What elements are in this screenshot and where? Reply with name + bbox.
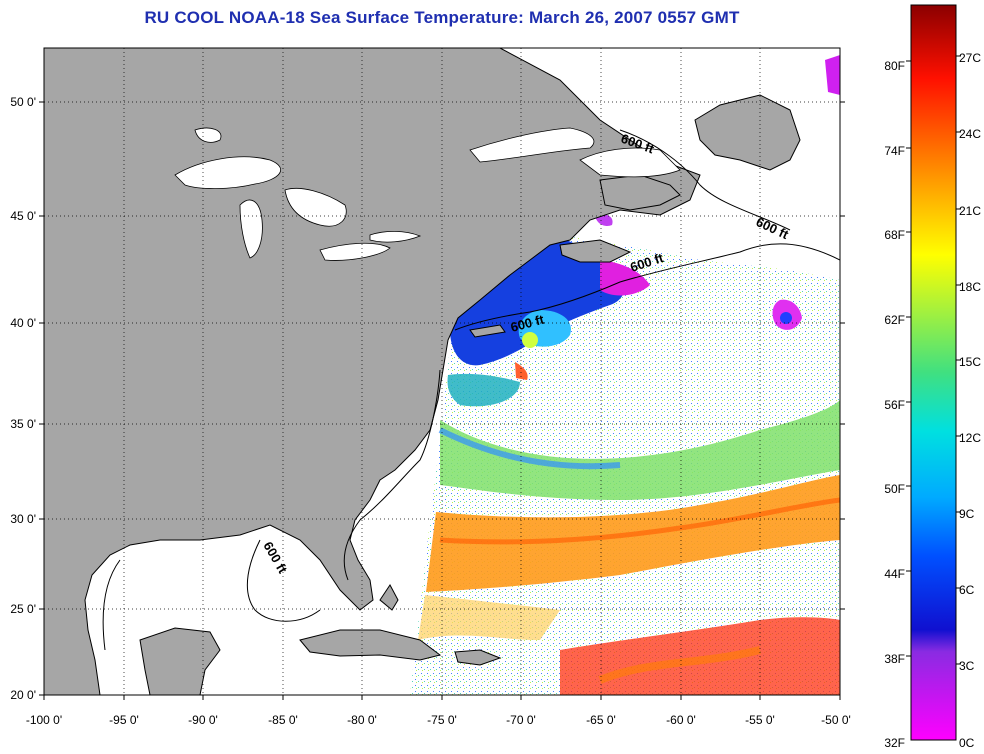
lon-tick-label: -60 0' xyxy=(666,713,696,727)
great-lakes xyxy=(174,127,422,261)
colorbar-c-label: 6C xyxy=(959,583,975,597)
gulf-st-lawrence xyxy=(579,147,681,178)
lat-tick-label: 45 0' xyxy=(10,209,36,223)
colorbar-c-label: 24C xyxy=(959,127,981,141)
lon-tick-label: -80 0' xyxy=(347,713,377,727)
lon-tick-label: -55 0' xyxy=(745,713,775,727)
colorbar-c-label: 18C xyxy=(959,280,981,294)
colorbar-f-label: 44F xyxy=(884,567,905,581)
lat-tick-label: 25 0' xyxy=(10,602,36,616)
lat-tick-labels: 20 0' 25 0' 30 0' 35 0' 40 0' 45 0' 50 0… xyxy=(10,95,36,702)
sst-swath xyxy=(410,55,840,695)
colorbar-f-label: 32F xyxy=(884,736,905,750)
colorbar-f-label: 68F xyxy=(884,228,905,242)
lon-tick-label: -90 0' xyxy=(188,713,218,727)
colorbar-c-label: 12C xyxy=(959,431,981,445)
colorbar-c-label: 9C xyxy=(959,507,975,521)
lon-tick-label: -100 0' xyxy=(26,713,62,727)
isobath-600ft xyxy=(102,129,840,651)
lon-tick-labels: -100 0' -95 0' -90 0' -85 0' -80 0' -75 … xyxy=(26,713,851,727)
lon-tick-label: -85 0' xyxy=(268,713,298,727)
colorbar-f-label: 80F xyxy=(884,59,905,73)
graticule xyxy=(44,48,840,695)
lon-tick-label: -50 0' xyxy=(821,713,851,727)
lat-tick-label: 20 0' xyxy=(10,688,36,702)
colorbar: 80F 74F 68F 62F 56F 50F 44F 38F 32F 27C … xyxy=(884,4,981,750)
lon-tick-label: -75 0' xyxy=(427,713,457,727)
lon-tick-label: -95 0' xyxy=(109,713,139,727)
lat-tick-label: 35 0' xyxy=(10,417,36,431)
lat-tick-label: 50 0' xyxy=(10,95,36,109)
map-panel: 600 ft 600 ft 600 ft 600 ft 600 ft xyxy=(44,48,840,695)
lon-tick-label: -65 0' xyxy=(586,713,616,727)
colorbar-c-label: 21C xyxy=(959,204,981,218)
colorbar-c-label: 27C xyxy=(959,51,981,65)
axis-ticks xyxy=(39,101,845,700)
lat-tick-label: 30 0' xyxy=(10,512,36,526)
land xyxy=(44,48,801,695)
colorbar-c-label: 3C xyxy=(959,659,975,673)
colorbar-f-label: 50F xyxy=(884,482,905,496)
lon-tick-label: -70 0' xyxy=(506,713,536,727)
colorbar-f-label: 62F xyxy=(884,313,905,327)
colorbar-f-label: 38F xyxy=(884,652,905,666)
colorbar-c-label: 15C xyxy=(959,355,981,369)
colorbar-f-label: 74F xyxy=(884,144,905,158)
lat-tick-label: 40 0' xyxy=(10,316,36,330)
colorbar-gradient xyxy=(910,4,957,741)
colorbar-c-label: 0C xyxy=(959,736,975,750)
map-title: RU COOL NOAA-18 Sea Surface Temperature:… xyxy=(144,8,740,27)
colorbar-f-label: 56F xyxy=(884,398,905,412)
